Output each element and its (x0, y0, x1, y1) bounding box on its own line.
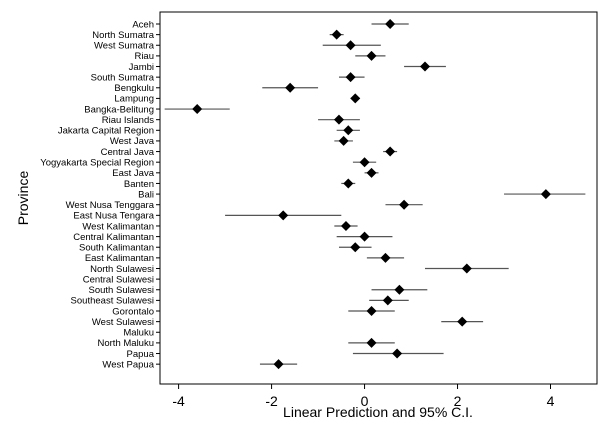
estimate-marker (350, 242, 361, 253)
estimate-marker (331, 29, 342, 40)
estimate-marker (457, 316, 468, 327)
province-label: Jambi (129, 62, 154, 73)
estimate-marker (385, 146, 396, 157)
x-tick-label: 4 (547, 393, 555, 409)
estimate-marker (333, 114, 344, 125)
province-label: North Maluku (98, 338, 155, 349)
estimate-marker (366, 50, 377, 61)
province-label: East Java (112, 168, 154, 179)
estimate-marker (343, 178, 354, 189)
province-label: East Kalimantan (85, 253, 154, 264)
province-label: North Sulawesi (90, 264, 154, 275)
province-label: Banten (124, 179, 154, 190)
estimate-marker (399, 199, 410, 210)
province-label: Papua (127, 349, 155, 360)
province-label: Central Kalimantan (73, 232, 154, 243)
province-label: Aceh (132, 19, 154, 30)
estimate-marker (380, 252, 391, 263)
province-label: Yogyakarta Special Region (40, 157, 154, 168)
x-tick-label: 0 (361, 393, 369, 409)
province-label: South Sumatra (91, 72, 155, 83)
x-axis-title: Linear Prediction and 95% C.I. (283, 404, 473, 420)
province-label: Riau Islands (102, 115, 155, 126)
estimate-marker (392, 348, 403, 359)
province-label: West Kalimantan (82, 221, 154, 232)
province-label: Maluku (123, 328, 154, 339)
estimate-marker (382, 295, 393, 306)
estimate-marker (359, 231, 370, 242)
province-label: Riau (134, 51, 154, 62)
province-label: Jakarta Capital Region (58, 126, 154, 137)
province-label: Lampung (114, 94, 154, 105)
province-label: Central Java (101, 147, 155, 158)
province-label: West Nusa Tenggara (66, 200, 155, 211)
province-label: Gorontalo (112, 306, 154, 317)
estimate-marker (192, 104, 203, 115)
estimate-marker (359, 157, 370, 168)
province-label: Southeast Sulawesi (71, 296, 154, 307)
estimate-marker (338, 135, 349, 146)
estimate-marker (366, 306, 377, 317)
estimate-marker (285, 82, 296, 93)
estimate-marker (419, 61, 430, 72)
province-label: Bangka-Belitung (84, 104, 154, 115)
x-tick-label: 2 (454, 393, 462, 409)
estimate-marker (385, 19, 396, 29)
estimate-marker (394, 284, 405, 295)
estimate-marker (366, 167, 377, 178)
province-label: South Kalimantan (79, 243, 154, 254)
x-tick-label: -4 (172, 393, 185, 409)
estimate-marker (343, 125, 354, 136)
province-label: West Sulawesi (92, 317, 154, 328)
x-axis-ticks: -4 -2 0 2 4 (172, 384, 555, 409)
province-label: South Sulawesi (89, 285, 154, 296)
x-tick-label: -2 (265, 393, 278, 409)
province-label: West Java (110, 136, 155, 147)
province-label: East Nusa Tengara (73, 211, 154, 222)
estimate-marker (340, 220, 351, 231)
province-label: North Sumatra (92, 30, 154, 41)
province-label: Central Sulawesi (83, 274, 154, 285)
province-label: West Sumatra (94, 41, 155, 52)
estimate-marker (350, 93, 361, 104)
estimate-marker (345, 40, 356, 51)
province-label: West Papua (102, 359, 154, 370)
plot-frame (159, 11, 598, 385)
estimate-marker (461, 263, 472, 274)
estimate-marker (273, 359, 284, 370)
estimate-markers (192, 19, 551, 370)
estimate-marker (366, 337, 377, 348)
y-axis-title: Province (15, 171, 31, 226)
province-label: Bali (138, 189, 154, 200)
province-label: Bengkulu (114, 83, 154, 94)
estimate-marker (278, 210, 289, 221)
estimate-marker (540, 189, 551, 200)
estimate-marker (345, 72, 356, 83)
